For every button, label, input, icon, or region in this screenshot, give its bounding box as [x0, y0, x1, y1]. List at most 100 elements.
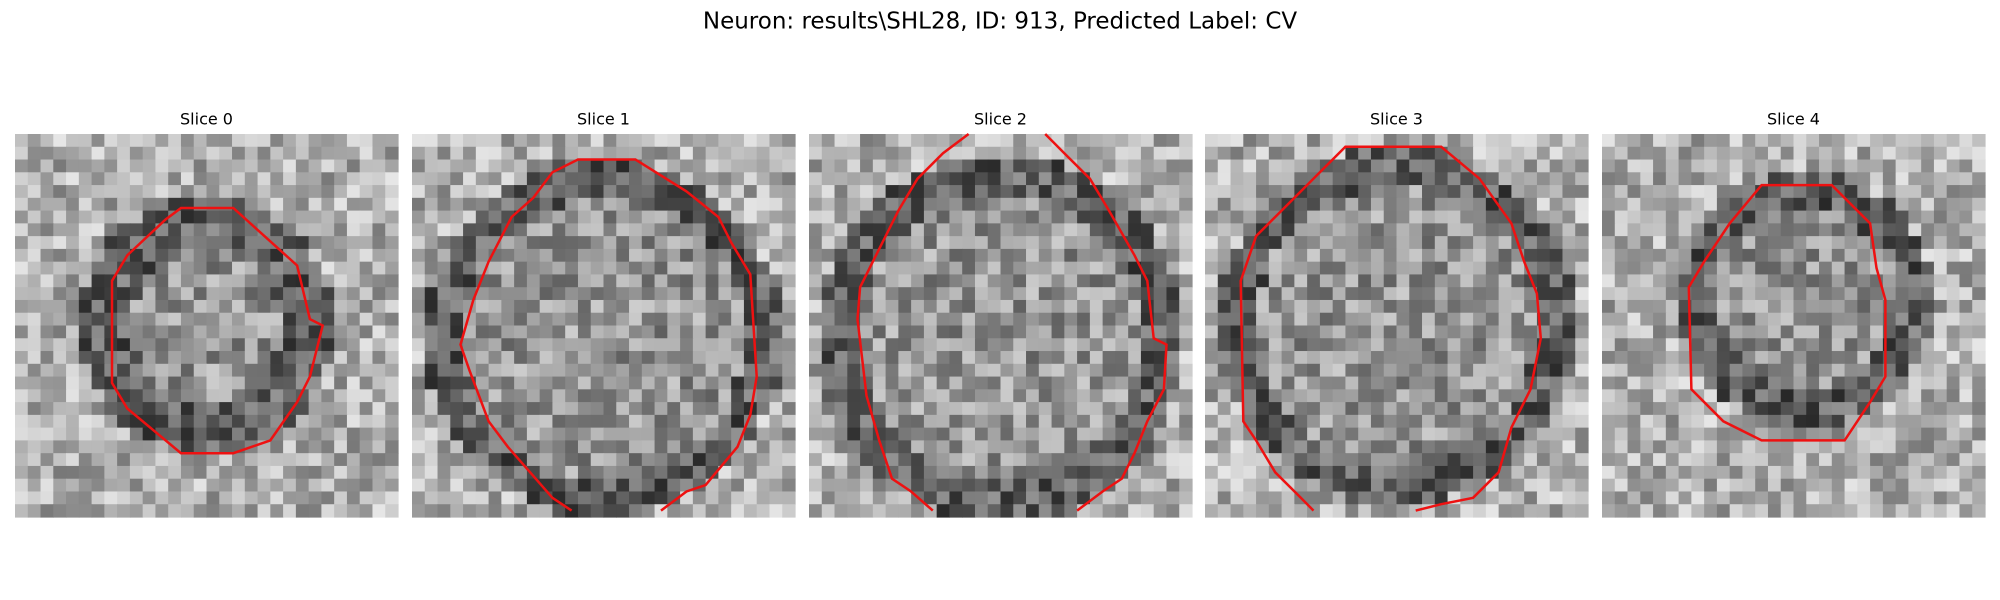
pixel [27, 453, 42, 467]
pixel [911, 146, 925, 161]
pixel [1895, 440, 1909, 454]
pixel [1806, 338, 1820, 352]
pixel [1358, 325, 1372, 339]
pixel [1307, 351, 1321, 365]
pixel [1396, 172, 1410, 186]
pixel [1243, 312, 1257, 327]
pixel [1806, 299, 1820, 314]
pixel [641, 236, 656, 250]
pixel [1115, 299, 1129, 314]
pixel [1691, 287, 1705, 301]
pixel [1485, 312, 1500, 327]
pixel [1627, 376, 1641, 390]
pixel [1844, 491, 1858, 505]
pixel [104, 491, 118, 505]
pixel [1793, 261, 1807, 276]
pixel [885, 427, 899, 441]
pixel [1755, 465, 1769, 480]
pixel [321, 376, 335, 390]
pixel [1409, 376, 1423, 390]
pixel [1205, 172, 1219, 186]
pixel [1511, 197, 1525, 212]
pixel [1115, 185, 1129, 199]
pixel [1511, 210, 1525, 224]
pixel [1498, 465, 1512, 480]
pixel [1819, 389, 1833, 403]
pixel [1536, 185, 1551, 199]
pixel [53, 491, 67, 505]
pixel [1268, 414, 1283, 429]
pixel [1205, 299, 1219, 314]
pixel [1640, 478, 1654, 493]
pixel [1128, 197, 1142, 212]
pixel [1627, 351, 1641, 365]
pixel [437, 287, 451, 301]
pixel [1358, 478, 1372, 493]
pixel [1038, 491, 1053, 505]
pixel [1153, 504, 1168, 518]
pixel [1691, 236, 1705, 250]
pixel [1946, 261, 1961, 276]
pixel [270, 248, 284, 263]
pixel [860, 236, 874, 250]
pixel [1077, 491, 1091, 505]
pixel [1806, 325, 1820, 339]
pixel [1153, 338, 1168, 352]
pixel [1140, 504, 1155, 518]
pixel [718, 146, 732, 161]
pixel [514, 185, 528, 199]
pixel [1230, 223, 1244, 237]
pixel [53, 134, 67, 148]
pixel [1602, 274, 1616, 288]
pixel [1077, 325, 1091, 339]
pixel [117, 325, 131, 339]
pixel [1013, 363, 1027, 378]
pixel [834, 351, 848, 365]
pixel [514, 274, 528, 288]
pixel [705, 261, 719, 276]
pixel [1281, 172, 1295, 186]
pixel [1077, 312, 1091, 327]
pixel [219, 210, 233, 224]
pixel [654, 197, 668, 212]
pixel [346, 504, 361, 518]
pixel [1793, 427, 1807, 441]
pixel [847, 389, 861, 403]
pixel [654, 325, 668, 339]
pixel [308, 236, 322, 250]
pixel [1447, 338, 1461, 352]
pixel [1447, 287, 1461, 301]
pixel [949, 478, 963, 493]
pixel [1959, 491, 1973, 505]
pixel [27, 197, 42, 212]
pixel [1844, 389, 1858, 403]
pixel [514, 376, 528, 390]
pixel [501, 491, 515, 505]
pixel [1575, 491, 1589, 505]
pixel [1921, 287, 1935, 301]
pixel [769, 236, 783, 250]
pixel [885, 287, 899, 301]
pixel [1026, 478, 1040, 493]
pixel [872, 338, 887, 352]
pixel [180, 414, 195, 429]
pixel [1473, 223, 1487, 237]
pixel [385, 299, 399, 314]
pixel [1678, 376, 1692, 390]
pixel [53, 299, 67, 314]
pixel [1498, 389, 1512, 403]
pixel [219, 287, 233, 301]
pixel [577, 261, 592, 276]
pixel [1575, 299, 1589, 314]
pixel [1742, 274, 1756, 288]
pixel [1217, 465, 1232, 480]
pixel [898, 376, 912, 390]
pixel [680, 210, 694, 224]
pixel [1217, 287, 1232, 301]
pixel [193, 440, 208, 454]
pixel [1653, 363, 1667, 378]
pixel [654, 465, 668, 480]
pixel [1793, 274, 1807, 288]
pixel [962, 376, 976, 390]
pixel [1217, 261, 1232, 276]
